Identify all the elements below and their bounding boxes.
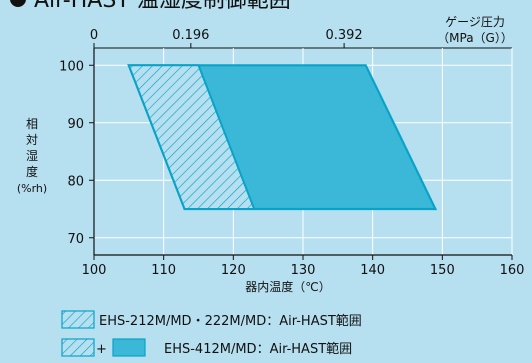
x-tick-label-130: 130 <box>291 263 316 278</box>
y-axis-label-part-4: (%rh) <box>17 182 47 195</box>
x-tick-label-100: 100 <box>82 263 107 278</box>
chart-title: Air-HAST 温湿度制御範囲 <box>34 0 291 13</box>
x-tick-label-140: 140 <box>360 263 385 278</box>
top-tick-label-1: 0.196 <box>172 28 209 43</box>
regions <box>127 64 438 211</box>
y-tick-label-70: 70 <box>67 232 84 247</box>
y-tick-label-90: 90 <box>67 117 84 132</box>
x-tick-label-120: 120 <box>221 263 246 278</box>
y-tick-label-80: 80 <box>67 174 84 189</box>
y-axis-label-part-3: 度 <box>26 164 38 179</box>
x-axis-label: 器内温度（℃） <box>245 279 330 294</box>
y-axis-label-part-0: 相 <box>26 117 38 131</box>
x-axis-ticks: 100 110 120 130 140 150 160 <box>82 255 525 278</box>
x-tick-label-150: 150 <box>430 263 455 278</box>
top-axis-label-line1: ゲージ圧力 <box>445 15 505 29</box>
top-axis-ticks: 0 0.196 0.392 <box>90 28 363 48</box>
legend-plus: + <box>96 342 107 357</box>
region-ehs-212-222 <box>127 64 256 210</box>
top-tick-label-2: 0.392 <box>325 28 362 43</box>
x-tick-label-160: 160 <box>500 263 525 278</box>
y-tick-label-100: 100 <box>59 59 84 74</box>
title-bullet-icon <box>10 0 26 7</box>
x-tick-label-110: 110 <box>151 263 176 278</box>
legend-swatch-hatched-2 <box>61 338 95 357</box>
legend-label-2: EHS-412M/MD：Air-HAST範囲 <box>164 342 352 357</box>
y-axis-label-part-1: 対 <box>26 133 38 147</box>
legend-swatch-filled <box>112 338 146 357</box>
top-axis-label-line2: （MPa（G）） <box>437 31 513 45</box>
y-axis-ticks: 70 80 90 100 <box>59 59 94 247</box>
legend-swatch-hatched <box>61 310 95 329</box>
y-axis-label-part-2: 湿 <box>26 148 38 163</box>
legend-label-1: EHS-212M/MD・222M/MD：Air-HAST範囲 <box>99 314 362 329</box>
top-tick-label-0: 0 <box>90 28 98 43</box>
